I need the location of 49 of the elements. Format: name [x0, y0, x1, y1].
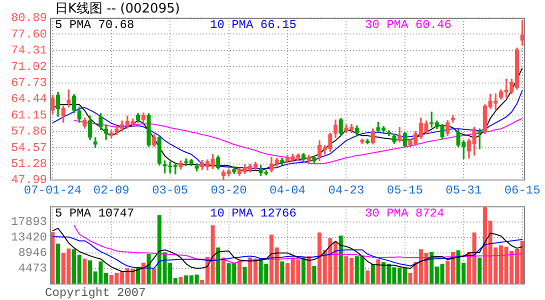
- y-tick-label: 54.57: [10, 140, 47, 155]
- y-tick-label: 51.28: [10, 156, 47, 171]
- bar: [178, 277, 183, 284]
- x-tick-label: 05-31: [446, 183, 482, 198]
- chart-title: 日K线图 -- (002095): [55, 1, 180, 16]
- bar: [370, 264, 375, 284]
- bar: [280, 261, 284, 284]
- bar: [242, 266, 247, 284]
- bar: [221, 258, 226, 284]
- text: 10 PMA 66.15: [210, 18, 296, 32]
- y-tick-label: 77.60: [10, 27, 47, 42]
- x-tick-label: 04-23: [328, 183, 364, 198]
- y-tick-label: 13420: [10, 230, 47, 244]
- bar: [146, 254, 151, 284]
- bar: [152, 269, 156, 284]
- bar: [306, 256, 311, 284]
- x-tick-label: 02-09: [93, 183, 130, 198]
- y-tick-label: 17893: [10, 214, 47, 229]
- bar: [216, 247, 220, 284]
- text: 30 PMA 60.46: [365, 18, 452, 32]
- y-tick-label: 57.86: [10, 124, 47, 139]
- text: 30 PMA 8724: [365, 206, 444, 220]
- text: 5 PMA 70.68: [55, 18, 134, 32]
- text: 10 PMA 12766: [210, 206, 296, 220]
- bar: [478, 258, 482, 284]
- x-tick-label: 05-15: [386, 183, 423, 198]
- y-tick-label: 8946: [18, 246, 47, 260]
- y-tick-label: 74.31: [10, 44, 47, 58]
- y-tick-label: 64.44: [10, 92, 47, 106]
- y-tick-label: 4473: [18, 262, 47, 276]
- bar: [82, 258, 87, 284]
- bar: [338, 236, 343, 284]
- bar: [376, 259, 380, 284]
- x-tick-label: 03-20: [210, 183, 247, 198]
- x-tick-label: 07-01-24: [24, 183, 82, 198]
- bar: [302, 258, 306, 284]
- bar: [312, 266, 316, 284]
- y-tick-label: 67.73: [10, 76, 47, 90]
- y-tick-label: 61.15: [10, 108, 47, 122]
- bar: [366, 270, 370, 284]
- x-tick-label: 03-05: [152, 183, 188, 198]
- bar: [56, 244, 60, 284]
- series-label: 5 PMA 10747: [55, 206, 134, 220]
- text: Copyright 2007: [45, 286, 146, 300]
- y-tick-label: 71.02: [10, 60, 47, 74]
- y-tick-label: 80.89: [10, 11, 47, 26]
- bar: [237, 260, 242, 284]
- x-tick-label: 04-04: [269, 183, 306, 198]
- x-tick-label: 06-15: [504, 183, 540, 198]
